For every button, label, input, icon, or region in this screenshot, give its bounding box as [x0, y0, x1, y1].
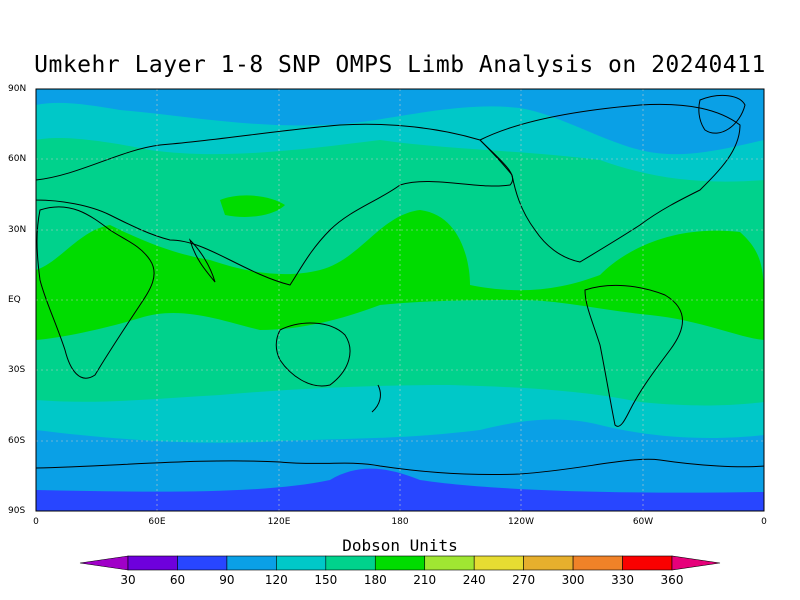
colorbar-segment: [325, 555, 376, 571]
colorbar-tick-label: 30: [120, 573, 136, 587]
colorbar-title: Dobson Units: [342, 536, 458, 555]
colorbar-segment: [622, 555, 673, 571]
colorbar-segment: [424, 555, 475, 571]
colorbar-tick-label: 210: [413, 573, 437, 587]
lat-label: 30N: [8, 225, 27, 235]
lon-label: 0: [761, 517, 767, 527]
colorbar-segment: [671, 555, 721, 571]
ozone-band-north-90: [36, 89, 764, 155]
coastline-north-america: [479, 103, 741, 263]
lat-label: 60N: [8, 154, 27, 164]
ozone-band-arabia-210: [220, 195, 285, 217]
coastline-india: [189, 238, 216, 283]
colorbar-tick-label: 120: [264, 573, 288, 587]
coastline-antarctica: [36, 458, 764, 476]
lat-label: EQ: [8, 295, 21, 305]
colorbar-segment: [523, 555, 574, 571]
colorbar-segment: [79, 555, 129, 571]
colorbar-tick-label: 90: [219, 573, 235, 587]
colorbar-segment: [127, 555, 178, 571]
lon-label: 60E: [148, 517, 166, 527]
coastline-africa: [36, 206, 155, 379]
colorbar-segment: [374, 555, 426, 571]
colorbar-tick-label: 150: [314, 573, 338, 587]
colorbar-tick-label: 300: [561, 573, 585, 587]
colorbar-tick-label: 360: [660, 573, 684, 587]
lat-label: 90S: [8, 506, 26, 516]
coastline-greenland: [698, 94, 746, 134]
lat-label: 30S: [8, 365, 26, 375]
colorbar-tick-label: 270: [512, 573, 536, 587]
lon-label: 0: [33, 517, 39, 527]
coastline-south-america: [584, 284, 683, 427]
lon-label: 180: [391, 517, 409, 527]
lon-label: 120E: [267, 517, 291, 527]
lat-label: 90N: [8, 84, 27, 94]
colorbar-tick-label: 330: [611, 573, 634, 587]
coastline-australia: [275, 322, 351, 387]
colorbar-tick-label: 240: [462, 573, 486, 587]
colorbar-segment: [276, 555, 327, 571]
colorbar: [79, 555, 721, 571]
lat-label: 60S: [8, 436, 26, 446]
lon-label: 120W: [507, 517, 535, 527]
coastline-new-zealand: [371, 384, 381, 413]
colorbar-segment: [226, 555, 277, 571]
colorbar-tick-label: 60: [169, 573, 186, 587]
colorbar-segment: [473, 555, 524, 571]
colorbar-tick-label: 180: [363, 573, 387, 587]
map-title: Umkehr Layer 1-8 SNP OMPS Limb Analysis …: [34, 52, 766, 78]
map-frame: [35, 88, 765, 512]
colorbar-segment: [572, 555, 623, 571]
colorbar-segment: [177, 555, 228, 571]
lon-label: 60W: [632, 517, 654, 527]
